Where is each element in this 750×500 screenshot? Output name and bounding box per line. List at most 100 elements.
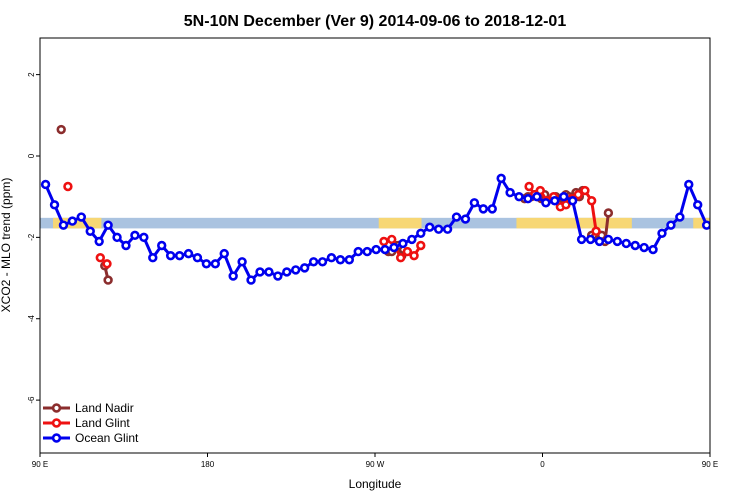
ocean-band (40, 217, 710, 229)
data-point-ocean-glint (585, 234, 596, 245)
data-point-ocean-glint (103, 220, 113, 230)
data-point-ocean-glint (550, 196, 560, 206)
data-point-ocean-glint (425, 222, 435, 232)
data-point-land-glint (580, 185, 590, 196)
data-point-ocean-glint (326, 253, 337, 263)
data-point-ocean-glint (721, 214, 728, 221)
data-point-ocean-glint (407, 234, 417, 245)
legend-label: Ocean Glint (75, 431, 139, 445)
legend-item-land-nadir: Land Nadir (43, 401, 134, 415)
data-point-ocean-glint (559, 191, 569, 202)
data-point-ocean-glint (165, 250, 176, 261)
data-point-ocean-glint (112, 232, 122, 243)
data-point-ocean-glint (192, 253, 203, 263)
data-point-land-glint (387, 234, 397, 245)
data-point-land-nadir (103, 275, 113, 285)
x-axis-label: Longitude (349, 477, 402, 491)
data-point-ocean-glint (460, 214, 471, 224)
data-point-ocean-glint (317, 257, 328, 267)
legend-swatch-marker (51, 433, 62, 443)
data-point-ocean-glint (657, 228, 667, 238)
data-point-ocean-glint (478, 204, 489, 214)
data-point-ocean-glint (541, 198, 551, 208)
x-axis: 90 E 180 90 W 0 90 E (32, 453, 718, 469)
data-point-ocean-glint (621, 238, 631, 249)
data-point-ocean-glint (469, 198, 480, 208)
x-tick-label: 90 E (702, 460, 718, 469)
legend-swatch-marker (51, 403, 62, 413)
data-point-ocean-glint (174, 250, 185, 261)
x-tick-label: 90 E (32, 460, 48, 469)
data-point-land-glint (402, 246, 413, 257)
data-point-ocean-glint (335, 255, 346, 265)
data-point-ocean-glint (237, 257, 247, 267)
data-point-ocean-glint (291, 265, 301, 275)
land-band-segment (693, 217, 710, 229)
x-tick-label: 180 (201, 460, 215, 469)
legend-item-land-glint: Land Glint (43, 416, 130, 430)
data-point-ocean-glint (282, 267, 292, 277)
data-point-ocean-glint (514, 191, 524, 202)
data-point-ocean-glint (612, 236, 623, 247)
y-tick-label: 2 (27, 72, 36, 77)
data-point-ocean-glint (148, 253, 158, 263)
series-ocean-glint (40, 173, 737, 285)
data-point-ocean-glint (603, 234, 614, 245)
data-point-ocean-glint (630, 240, 640, 251)
land-band-segment (378, 217, 422, 229)
data-point-land-glint (573, 189, 583, 200)
data-point-land-glint (524, 181, 534, 192)
data-point-ocean-glint (67, 216, 78, 226)
data-point-ocean-glint (94, 236, 104, 247)
data-point-ocean-glint (353, 246, 363, 257)
data-point-ocean-glint (451, 212, 462, 222)
data-point-land-glint (586, 196, 597, 206)
data-point-ocean-glint (701, 220, 710, 230)
data-point-ocean-glint (433, 224, 444, 234)
data-point-ocean-glint (730, 228, 737, 235)
data-point-ocean-glint (594, 236, 605, 247)
y-axis: 2 0 -2 -4 -6 (27, 72, 40, 404)
data-point-ocean-glint (693, 200, 703, 210)
legend-swatch-marker (51, 418, 62, 428)
data-point-land-glint (102, 259, 112, 269)
y-axis-label: XCO2 - MLO trend (ppm) (0, 178, 13, 313)
y-tick-label: -2 (27, 233, 36, 241)
data-point-ocean-glint (666, 220, 676, 230)
data-point-ocean-glint (130, 230, 140, 241)
data-point-ocean-glint (273, 271, 283, 281)
data-point-ocean-glint (576, 234, 587, 245)
data-point-ocean-glint (183, 248, 194, 259)
data-point-ocean-glint (255, 267, 265, 277)
data-point-land-glint (591, 226, 601, 236)
data-point-land-glint (561, 200, 571, 210)
data-point-ocean-glint (684, 179, 694, 190)
data-point-land-glint (63, 181, 73, 192)
legend-label: Land Nadir (75, 401, 134, 415)
data-point-ocean-glint (389, 242, 399, 253)
data-point-ocean-glint (85, 226, 95, 236)
data-point-ocean-glint (58, 220, 69, 230)
series-layer (40, 124, 737, 285)
y-tick-label: -4 (27, 315, 36, 323)
data-point-ocean-glint (487, 204, 497, 214)
data-point-land-glint (379, 236, 389, 247)
data-point-ocean-glint (344, 255, 355, 265)
data-point-ocean-glint (219, 248, 229, 259)
data-point-ocean-glint (398, 238, 408, 249)
x-tick-label: 0 (540, 460, 545, 469)
data-point-ocean-glint (567, 196, 578, 206)
data-point-ocean-glint (157, 240, 167, 251)
data-point-ocean-glint (264, 267, 274, 277)
data-point-ocean-glint (121, 240, 131, 251)
data-point-ocean-glint (362, 246, 372, 257)
data-point-ocean-glint (675, 212, 685, 222)
data-point-ocean-glint (505, 187, 515, 198)
data-point-ocean-glint (210, 259, 221, 269)
data-point-ocean-glint (496, 173, 506, 184)
data-point-land-nadir (56, 124, 66, 135)
data-point-ocean-glint (201, 259, 212, 269)
data-point-ocean-glint (308, 257, 319, 267)
y-tick-label: 0 (27, 153, 36, 158)
